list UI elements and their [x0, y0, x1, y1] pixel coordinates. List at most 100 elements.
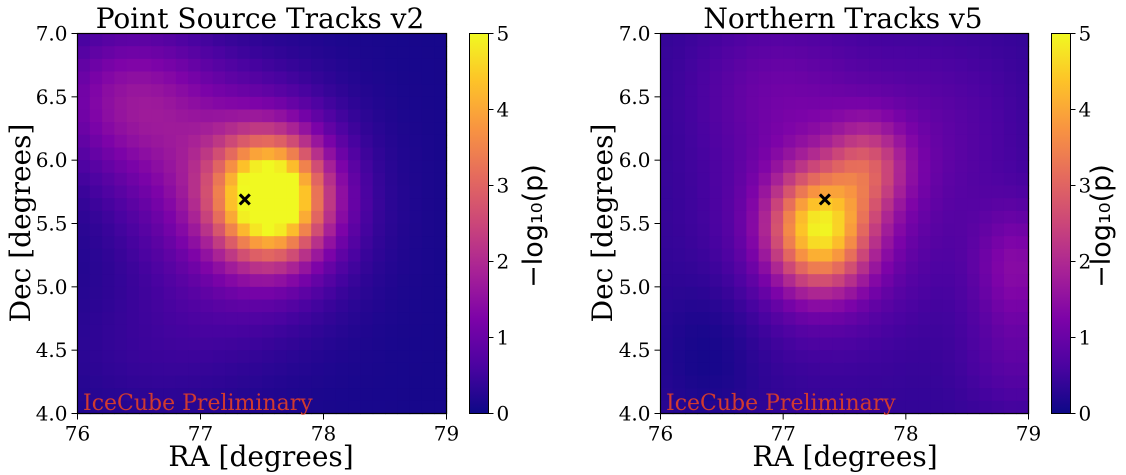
- heatmap-cell: [930, 134, 944, 149]
- heatmap-cell: [844, 375, 858, 389]
- heatmap-cell: [672, 160, 686, 174]
- heatmap-cell: [360, 324, 374, 339]
- heatmap-cell: [286, 261, 300, 275]
- heatmap-cell: [770, 84, 784, 98]
- heatmap-cell: [274, 337, 288, 351]
- heatmap-cell: [77, 210, 91, 225]
- heatmap-cell: [323, 312, 337, 326]
- heatmap-cell: [685, 109, 698, 123]
- heatmap-cell: [126, 286, 140, 301]
- heatmap-cell: [114, 147, 128, 161]
- heatmap-cell: [770, 172, 784, 187]
- heatmap-cell: [188, 185, 202, 199]
- heatmap-cell: [881, 350, 895, 364]
- heatmap-cell: [348, 46, 361, 60]
- heatmap-cell: [881, 236, 895, 250]
- heatmap-cell: [660, 299, 674, 313]
- heatmap-cell: [225, 109, 238, 123]
- heatmap-cell: [397, 185, 411, 199]
- y-tick-label: 5.5: [36, 212, 68, 236]
- heatmap-cell: [212, 109, 226, 123]
- heatmap-cell: [832, 274, 846, 288]
- heatmap-cell: [672, 96, 686, 111]
- heatmap-cell: [991, 400, 1005, 415]
- heatmap-cell: [881, 223, 895, 237]
- heatmap-cell: [819, 160, 833, 174]
- heatmap-cell: [102, 362, 115, 377]
- colorbar-tick-label: 3: [1079, 174, 1092, 198]
- heatmap-cell: [660, 312, 674, 326]
- heatmap-cell: [421, 185, 435, 199]
- heatmap-cell: [77, 362, 91, 377]
- heatmap-cell: [795, 350, 809, 364]
- heatmap-cell: [795, 172, 809, 187]
- heatmap-cell: [89, 46, 103, 60]
- heatmap-cell: [685, 134, 698, 149]
- heatmap-cell: [672, 71, 686, 85]
- heatmap-cell: [746, 210, 760, 225]
- heatmap-cell: [102, 324, 115, 339]
- heatmap-cell: [434, 223, 448, 237]
- heatmap-cell: [102, 58, 115, 73]
- heatmap-cell: [311, 84, 325, 98]
- heatmap-cell: [967, 312, 981, 326]
- heatmap-cell: [893, 185, 907, 199]
- heatmap-cell: [783, 248, 797, 263]
- heatmap-cell: [660, 362, 674, 377]
- heatmap-cell: [979, 147, 993, 161]
- heatmap-cell: [89, 236, 103, 250]
- heatmap-cell: [139, 33, 152, 47]
- heatmap-cell: [200, 299, 214, 313]
- heatmap-cell: [274, 223, 288, 237]
- heatmap-cell: [758, 96, 772, 111]
- heatmap-cell: [274, 147, 288, 161]
- heatmap-cell: [188, 84, 202, 98]
- heatmap-cell: [225, 122, 238, 136]
- heatmap-cell: [200, 223, 214, 237]
- heatmap-cell: [212, 223, 226, 237]
- colorbar-tick-label: 3: [497, 174, 510, 198]
- heatmap-cell: [323, 299, 337, 313]
- heatmap-cell: [249, 71, 263, 85]
- heatmap-cell: [893, 312, 907, 326]
- heatmap-cell: [758, 122, 772, 136]
- heatmap-cell: [225, 172, 238, 187]
- heatmap-cell: [697, 96, 711, 111]
- heatmap-cell: [967, 160, 981, 174]
- heatmap-cell: [323, 147, 337, 161]
- x-tick-labels: 76 77 78 79: [648, 413, 1041, 446]
- heatmap-cell: [348, 375, 361, 389]
- heatmap-cell: [151, 248, 165, 263]
- heatmap-cell: [660, 109, 674, 123]
- heatmap-cell: [918, 248, 931, 263]
- heatmap-cell: [286, 109, 300, 123]
- heatmap-cell: [163, 160, 177, 174]
- heatmap-cell: [819, 122, 833, 136]
- heatmap-cell: [905, 71, 919, 85]
- heatmap-cell: [967, 299, 981, 313]
- heatmap-cell: [348, 286, 361, 301]
- heatmap-cell: [832, 236, 846, 250]
- heatmap-cell: [758, 350, 772, 364]
- heatmap-cell: [200, 248, 214, 263]
- heatmap-cell: [807, 84, 821, 98]
- heatmap-cell: [856, 312, 870, 326]
- heatmap-cell: [905, 236, 919, 250]
- heatmap-cell: [212, 84, 226, 98]
- heatmap-cell: [274, 274, 288, 288]
- heatmap-cell: [126, 274, 140, 288]
- heatmap-cell: [758, 109, 772, 123]
- heatmap-cell: [409, 58, 423, 73]
- heatmap-cell: [175, 160, 189, 174]
- heatmap-cell: [151, 299, 165, 313]
- heatmap-cell: [807, 198, 821, 212]
- heatmap-cell: [249, 160, 263, 174]
- colorbar-tick-label: 4: [1079, 98, 1092, 122]
- heatmap-cell: [746, 71, 760, 85]
- heatmap-cell: [881, 400, 895, 415]
- heatmap-cell: [102, 388, 115, 402]
- heatmap-cell: [163, 299, 177, 313]
- heatmap-cell: [409, 210, 423, 225]
- heatmap-cell: [660, 223, 674, 237]
- heatmap-cell: [930, 46, 944, 60]
